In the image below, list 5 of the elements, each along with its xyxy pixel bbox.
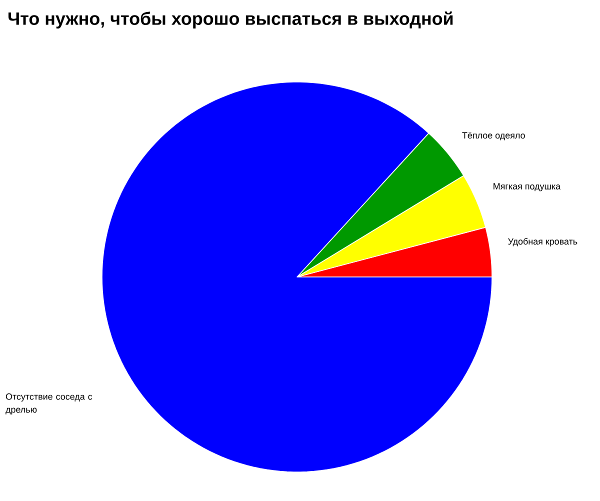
chart-title: Что нужно, чтобы хорошо выспаться в выходной — [8, 11, 453, 29]
slice-label: Тёплое одеяло — [462, 132, 525, 140]
slice-label: Мягкая подушка — [494, 183, 561, 192]
slice-label: Удобная кровать — [508, 238, 578, 246]
slice-label: Отсутствие соседа с дрелью — [6, 393, 92, 414]
